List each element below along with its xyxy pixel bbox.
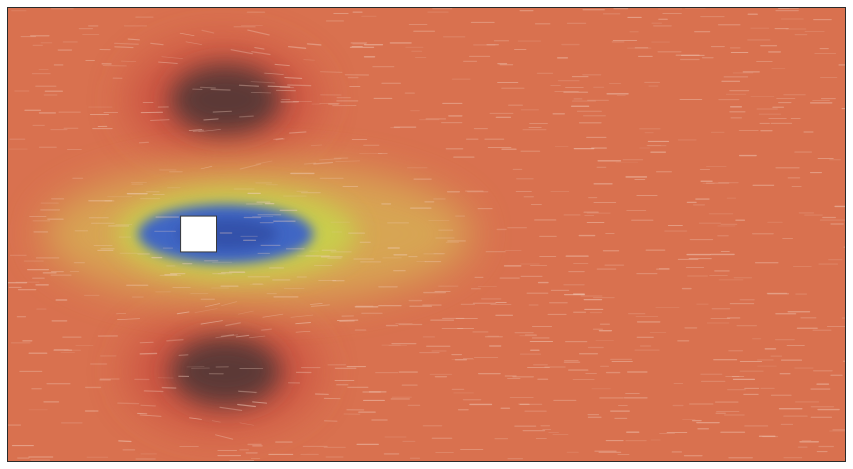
streak-line [239,115,254,118]
streak-line [220,334,235,337]
streak-line [219,406,243,411]
upper-vortex-core [170,64,281,135]
streak-line [117,318,140,320]
streak-line [310,304,330,307]
streak-line [189,417,202,420]
streak-line [143,390,164,393]
streak-line [161,56,183,59]
streak-line [238,390,257,394]
streak-line [254,46,265,50]
streak-line [239,163,262,170]
flow-visualization-frame [7,7,846,462]
streak-line [194,308,218,314]
streak-line [215,434,234,440]
streak-line [176,311,190,315]
streak-line [114,46,134,49]
streak-line [310,144,323,147]
streak-line [287,84,312,87]
streak-line [252,401,268,404]
streak-line [235,334,250,338]
streak-line [261,328,272,331]
streak-line [313,161,334,165]
streak-line [212,110,232,113]
streak-line [203,118,219,121]
streak-line [215,334,239,339]
streak-line [118,440,132,443]
streak-line [158,61,178,64]
streak-line [275,138,285,141]
streak-line [204,303,221,308]
lower-vortex-core [170,336,281,407]
streak-line [273,137,284,140]
streak-line [225,322,241,327]
streak-line [295,322,311,325]
streak-line [199,86,216,89]
streak-line [230,49,253,55]
streak-line [249,335,266,339]
streak-line [200,165,213,170]
streak-line [140,404,156,407]
flow-visualization [8,8,845,461]
streak-line [250,81,275,84]
streak-line [284,77,303,79]
streak-line [127,38,140,41]
streamline-texture [8,8,845,461]
streak-line [289,131,307,134]
streak-line [185,41,202,45]
streak-line [306,43,322,46]
streak-line [319,158,342,161]
streak-line [237,403,256,408]
streak-line [139,414,162,417]
streak-line [211,420,221,423]
streak-line [188,129,203,132]
streak-line [238,310,254,315]
streak-line [267,85,291,88]
streak-line [287,45,307,49]
streak-line [295,330,311,333]
streak-line [309,302,323,305]
streak-line [335,160,361,163]
square-obstacle-icon [180,215,218,253]
streak-line [238,84,260,87]
streak-line [200,320,223,325]
streak-line [150,119,170,121]
streak-line [320,71,343,73]
streak-line [251,51,271,56]
streak-line [264,72,284,75]
streak-line [274,63,290,67]
streak-line [262,313,284,318]
streak-line [239,422,254,426]
streak-line [179,32,195,37]
streak-line [303,162,317,165]
streak-line [192,129,205,132]
streak-line [221,301,238,307]
streak-line [303,59,315,61]
streak-line [150,42,164,46]
streak-line [166,339,184,342]
streak-line [237,390,258,393]
streak-line [198,129,221,133]
streak-line [247,29,270,36]
streak-line [290,314,314,318]
streak-line [255,160,273,165]
streak-line [201,29,215,34]
streak-line [210,88,231,91]
streak-line [114,42,139,45]
